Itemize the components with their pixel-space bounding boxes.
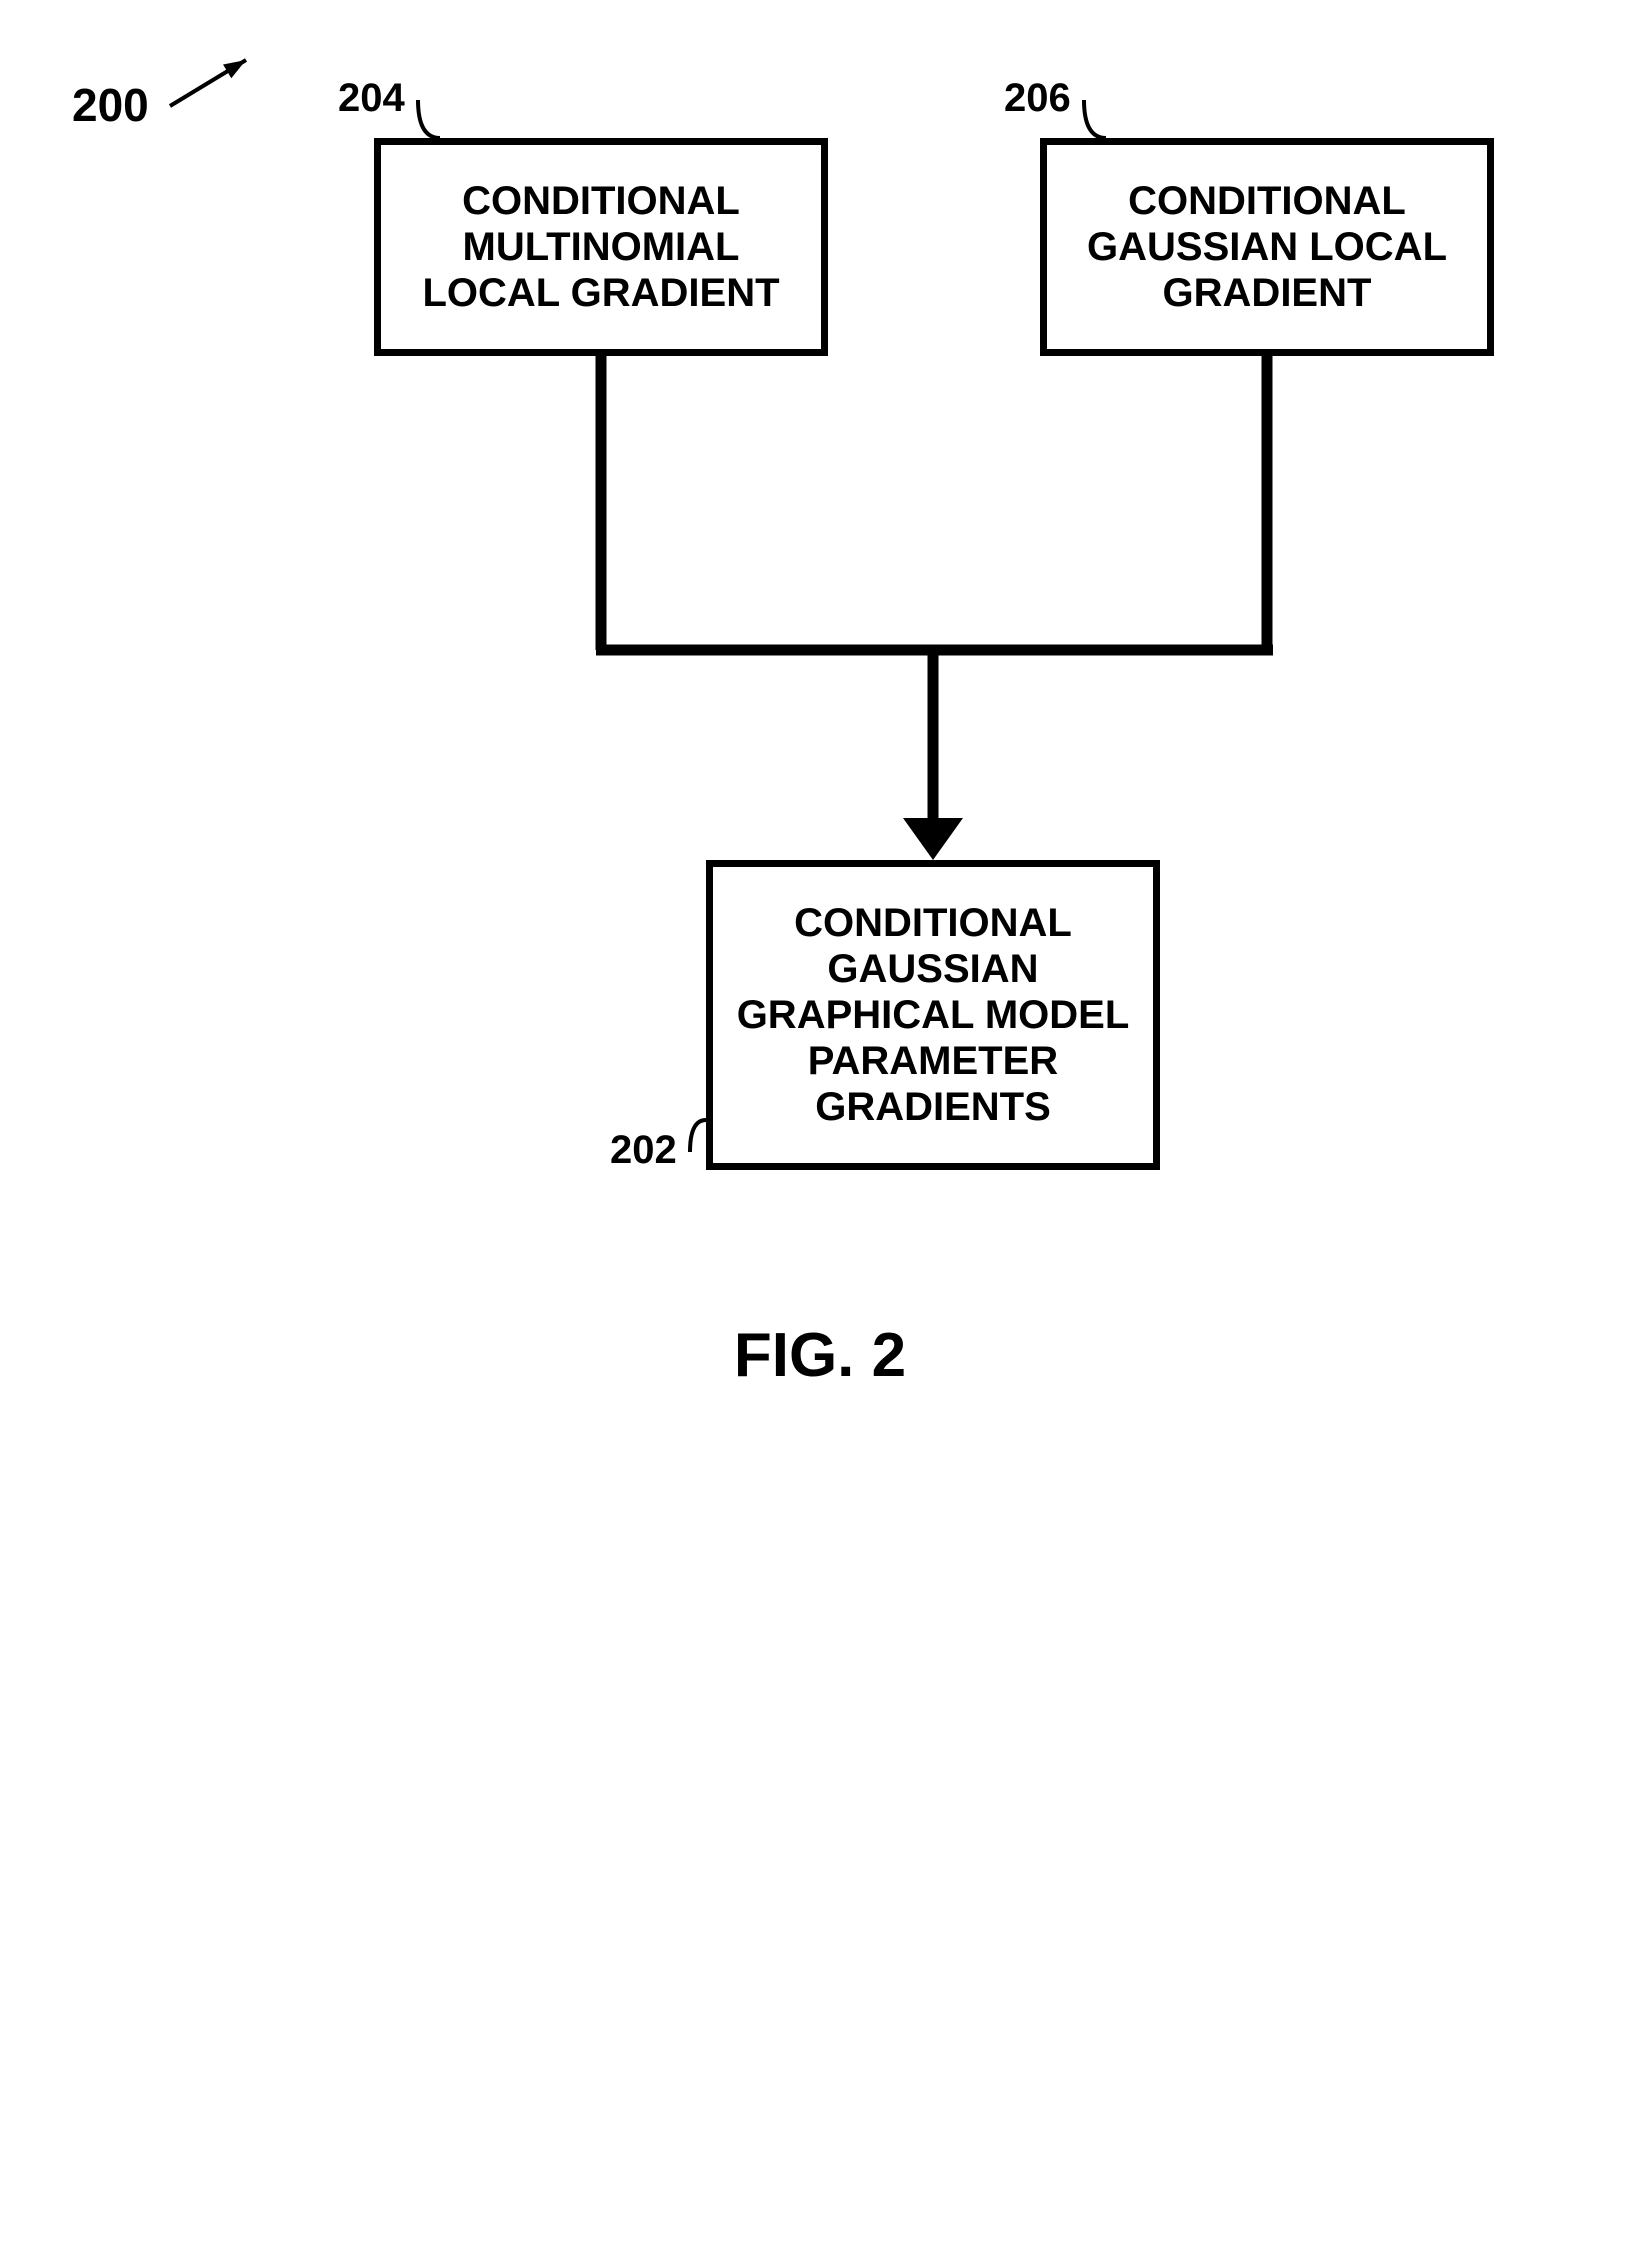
diagram-canvas: 200 204 206 202 CONDITIONAL MULTINOMIAL … — [0, 0, 1640, 2241]
box-conditional-multinomial: CONDITIONAL MULTINOMIAL LOCAL GRADIENT — [374, 138, 828, 356]
box-line: LOCAL GRADIENT — [422, 270, 779, 316]
box-line: GRAPHICAL MODEL — [737, 992, 1130, 1038]
box-line: MULTINOMIAL — [422, 224, 779, 270]
box-line: PARAMETER — [737, 1038, 1130, 1084]
box-line: GAUSSIAN — [737, 946, 1130, 992]
box-line: CONDITIONAL — [1087, 178, 1447, 224]
box-conditional-gaussian-graphical: CONDITIONAL GAUSSIAN GRAPHICAL MODEL PAR… — [706, 860, 1160, 1170]
box-line: GRADIENT — [1087, 270, 1447, 316]
box-line: CONDITIONAL — [422, 178, 779, 224]
box-conditional-gaussian-local: CONDITIONAL GAUSSIAN LOCAL GRADIENT — [1040, 138, 1494, 356]
box-ref-206: 206 — [1004, 76, 1071, 121]
box-line: GAUSSIAN LOCAL — [1087, 224, 1447, 270]
box-ref-204: 204 — [338, 76, 405, 121]
box-line: CONDITIONAL — [737, 900, 1130, 946]
figure-caption: FIG. 2 — [0, 1320, 1640, 1391]
box-ref-202: 202 — [610, 1128, 677, 1173]
box-line: GRADIENTS — [737, 1084, 1130, 1130]
figure-ref-200: 200 — [72, 78, 149, 132]
